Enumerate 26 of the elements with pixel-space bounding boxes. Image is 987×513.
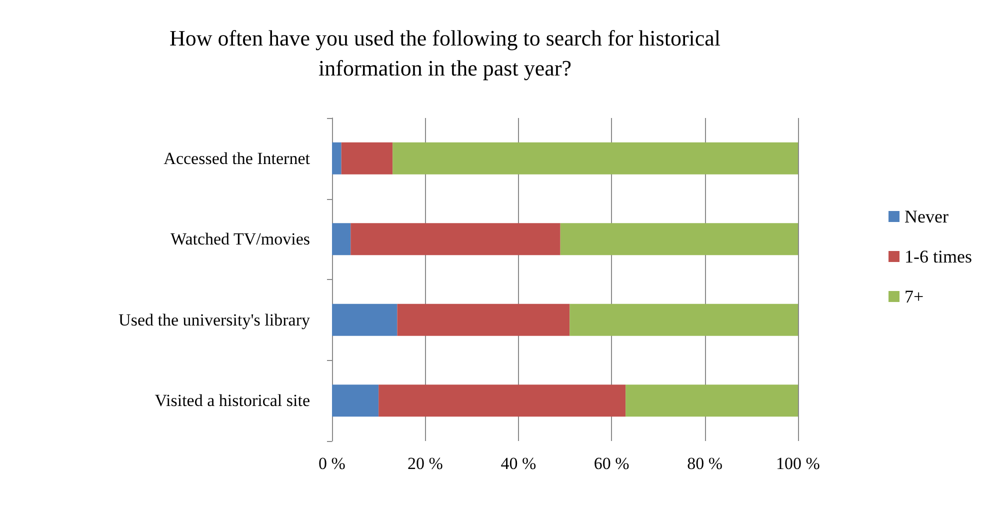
y-tick-label: Accessed the Internet xyxy=(164,148,310,168)
bar xyxy=(570,304,798,336)
bar xyxy=(626,384,798,417)
bar xyxy=(332,142,342,174)
y-tick-label: Watched TV/movies xyxy=(170,230,310,249)
x-tick-label: 20 % xyxy=(407,454,443,473)
bar xyxy=(378,384,626,417)
bar xyxy=(332,384,379,417)
legend-label: 7+ xyxy=(904,286,924,306)
x-tick-label: 100 % xyxy=(776,454,820,473)
x-tick-label: 40 % xyxy=(500,454,536,473)
bar xyxy=(332,304,398,336)
bar xyxy=(397,304,570,336)
bar xyxy=(350,223,560,256)
bar xyxy=(392,142,798,174)
y-tick-label: Used the university's library xyxy=(118,310,310,330)
bar xyxy=(560,223,798,256)
x-tick-label: 60 % xyxy=(594,454,630,473)
bar xyxy=(341,142,393,174)
bar xyxy=(332,223,351,256)
legend-label: 1-6 times xyxy=(904,246,972,266)
legend-label: Never xyxy=(904,206,948,226)
chart-title: How often have you used the following to search for historical information in the past year? xyxy=(169,26,721,80)
x-tick-label: 80 % xyxy=(687,454,723,473)
y-tick-label: Visited a historical site xyxy=(154,391,310,410)
x-tick-label: 0 % xyxy=(318,454,346,473)
